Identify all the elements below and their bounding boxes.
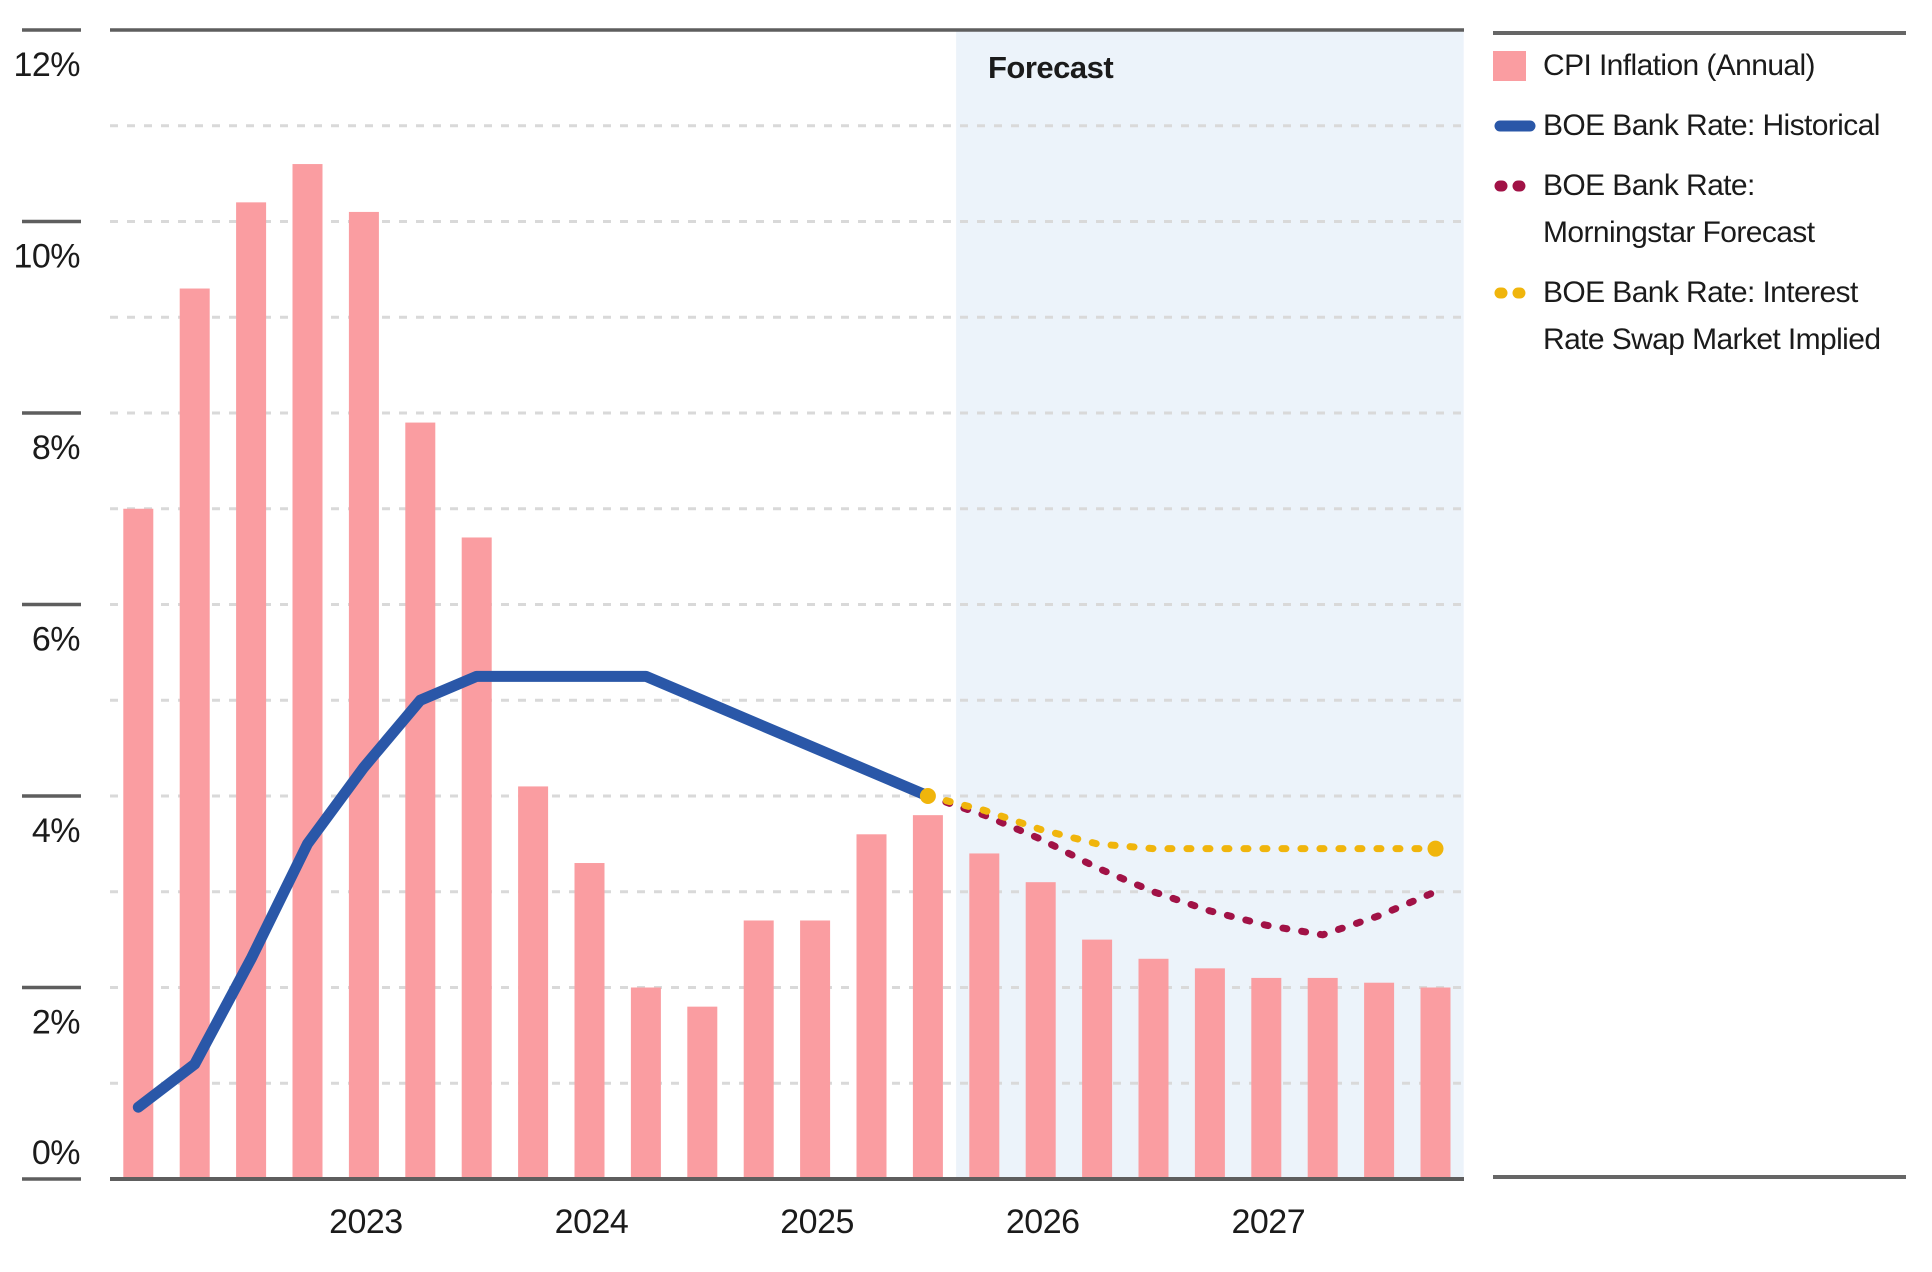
cpi-bar [574, 863, 605, 1179]
y-tick-label: 4% [32, 812, 80, 850]
legend-bottom-rule [1493, 1175, 1906, 1179]
y-tick-label: 0% [32, 1134, 80, 1172]
legend-item-label: BOE Bank Rate: Interest Rate Swap Market… [1543, 276, 1881, 356]
cpi-bar [1138, 958, 1169, 1179]
cpi-bar [1025, 882, 1056, 1179]
cpi-bar [856, 834, 887, 1179]
cpi-bar [123, 508, 154, 1179]
cpi-bar [743, 920, 774, 1179]
dashed-line-icon [1493, 162, 1543, 209]
legend-items: CPI Inflation (Annual) BOE Bank Rate: Hi… [1493, 42, 1906, 376]
cpi-bar-swatch-icon [1493, 42, 1543, 89]
cpi-bar [1307, 977, 1338, 1179]
x-year-label: 2025 [780, 1203, 854, 1241]
legend-item-boe-swap-implied: BOE Bank Rate: Interest Rate Swap Market… [1493, 269, 1906, 363]
x-year-label: 2026 [1006, 1203, 1080, 1241]
cpi-bar [236, 202, 267, 1180]
historical-rate-line [132, 670, 934, 1113]
legend-item-label: BOE Bank Rate: Morningstar Forecast [1543, 169, 1815, 249]
cpi-bar-swatch [1493, 50, 1526, 81]
legend-item-boe-historical: BOE Bank Rate: Historical [1493, 102, 1906, 149]
cpi-bar [630, 987, 661, 1179]
y-tick-label: 2% [32, 1004, 80, 1042]
dashed-line-icon [1493, 269, 1543, 316]
cpi-bar [912, 815, 943, 1179]
cpi-bar [461, 537, 492, 1179]
legend-item-label: CPI Inflation (Annual) [1543, 49, 1816, 82]
legend-item-label: BOE Bank Rate: Historical [1543, 109, 1880, 142]
legend-top-rule [1493, 31, 1906, 35]
solid-line-icon [1493, 102, 1543, 149]
x-year-label: 2024 [555, 1203, 629, 1241]
legend-item-cpi-inflation: CPI Inflation (Annual) [1493, 42, 1906, 89]
cpi-bar [1420, 987, 1451, 1179]
y-tick-label: 12% [13, 46, 80, 84]
series-start-dot [919, 788, 936, 804]
x-year-label: 2023 [329, 1203, 403, 1241]
cpi-bar [687, 1006, 718, 1179]
x-year-label: 2027 [1231, 1203, 1305, 1241]
cpi-bar [969, 853, 1000, 1179]
y-tick-label: 8% [32, 429, 80, 467]
cpi-bar [1082, 939, 1113, 1179]
series-end-dot [1427, 840, 1444, 857]
legend-item-boe-morningstar-forecast: BOE Bank Rate: Morningstar Forecast [1493, 162, 1906, 256]
y-tick-label: 10% [13, 238, 80, 276]
cpi-bar [800, 920, 831, 1179]
cpi-bar [1364, 982, 1395, 1179]
cpi-bar [292, 164, 323, 1180]
cpi-bar [518, 786, 549, 1179]
y-tick-label: 6% [32, 621, 80, 659]
legend: CPI Inflation (Annual) BOE Bank Rate: Hi… [1493, 0, 1906, 1272]
cpi-bar [348, 211, 379, 1180]
cpi-bar [1251, 977, 1282, 1179]
cpi-bar [405, 422, 436, 1179]
cpi-bar [179, 288, 210, 1179]
cpi-bar [1194, 968, 1225, 1179]
forecast-region-label: Forecast [988, 50, 1114, 85]
